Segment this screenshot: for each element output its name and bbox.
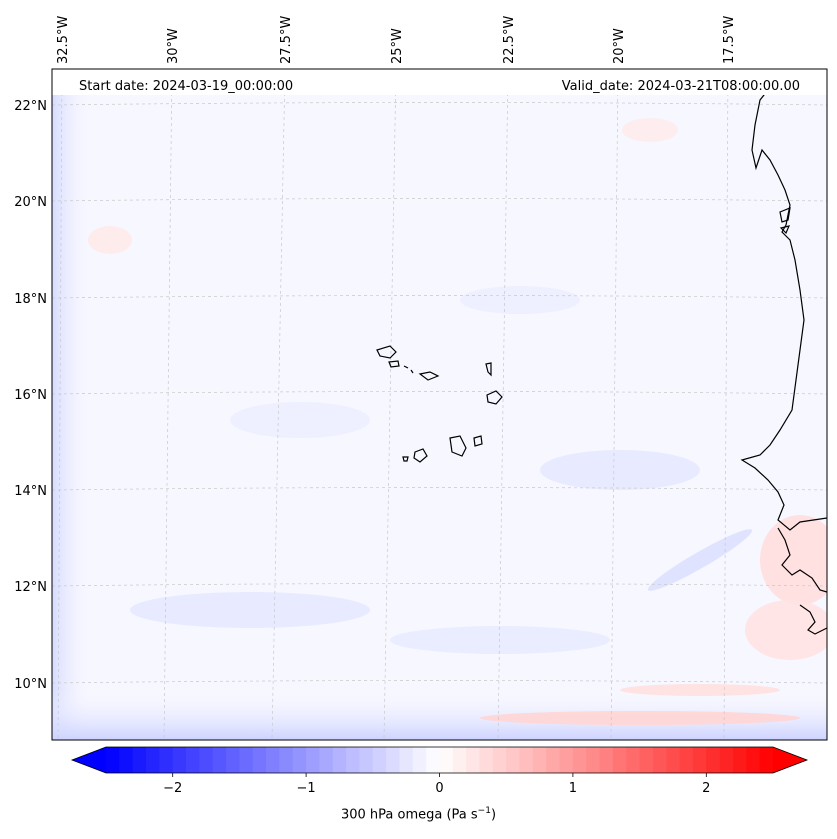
colorbar-segment <box>732 747 747 773</box>
colorbar-tick-label: −2 <box>163 781 182 796</box>
lon-label: 17.5°W <box>722 16 737 64</box>
colorbar-segment <box>346 747 361 773</box>
colorbar-segment <box>199 747 214 773</box>
lon-label: 22.5°W <box>502 16 517 64</box>
colorbar-segment <box>239 747 254 773</box>
colorbar-segment <box>292 747 307 773</box>
colorbar-segment <box>186 747 200 773</box>
colorbar-segment <box>572 747 587 773</box>
map-frame <box>51 68 828 741</box>
colorbar-segment <box>212 747 227 773</box>
colorbar-segment <box>679 747 694 773</box>
colorbar-tick-label: 2 <box>702 781 710 796</box>
header-strip <box>52 69 827 95</box>
colorbar-segment <box>492 747 507 773</box>
colorbar-segment <box>412 747 427 773</box>
colorbar-outline <box>70 746 809 774</box>
lat-label: 10°N <box>14 677 47 692</box>
colorbar-segment <box>652 747 667 773</box>
colorbar-segment <box>759 747 774 773</box>
colorbar-segment <box>746 747 761 773</box>
colorbar-segment <box>666 747 681 773</box>
graticule <box>52 69 827 740</box>
colorbar-segment <box>599 747 614 773</box>
colorbar-segment <box>172 747 187 773</box>
lat-label: 18°N <box>14 292 47 307</box>
colorbar-segment <box>506 747 521 773</box>
colorbar-segment <box>692 747 707 773</box>
colorbar-segment <box>106 747 120 773</box>
lon-label: 30°W <box>166 28 181 64</box>
colorbar-tick-label: −1 <box>297 781 316 796</box>
colorbar-segment <box>546 747 561 773</box>
colorbar-segment <box>719 747 734 773</box>
colorbar-segment <box>559 747 574 773</box>
colorbar-segment <box>319 747 334 773</box>
map-background <box>52 69 827 740</box>
lat-label: 16°N <box>14 388 47 403</box>
colorbar-segment <box>359 747 374 773</box>
colorbar-segment <box>252 747 267 773</box>
colorbar-segment <box>612 747 627 773</box>
lat-label: 12°N <box>14 580 47 595</box>
colorbar-tick-label: 1 <box>569 781 577 796</box>
lon-label: 32.5°W <box>56 16 71 64</box>
colorbar-tick-label: 0 <box>435 781 443 796</box>
lat-label: 20°N <box>14 195 47 210</box>
lon-label: 27.5°W <box>279 16 294 64</box>
valid-date: Valid_date: 2024-03-21T08:00:00.00 <box>562 79 800 94</box>
colorbar-label: 300 hPa omega (Pa s−1) <box>340 806 497 823</box>
colorbar-segment <box>119 747 134 773</box>
start-date: Start date: 2024-03-19_00:00:00 <box>79 79 293 94</box>
colorbar-segment <box>372 747 387 773</box>
colorbar-segment <box>146 747 160 773</box>
colorbar-extend-min <box>72 747 106 773</box>
colorbar-segment <box>639 747 654 773</box>
colorbar-segment <box>279 747 294 773</box>
colorbar-segment <box>706 747 721 773</box>
colorbar-segment <box>226 747 240 773</box>
colorbar-segment <box>439 747 454 773</box>
colorbar-segment <box>519 747 534 773</box>
colorbar-segment <box>386 747 401 773</box>
colorbar-segment <box>332 747 347 773</box>
lat-label: 22°N <box>14 99 47 114</box>
colorbar-segment <box>586 747 601 773</box>
cape-verde-islands <box>376 345 503 463</box>
colorbar-segment <box>426 747 441 773</box>
colorbar-extend-max <box>773 747 807 773</box>
colorbar-segment <box>479 747 494 773</box>
lat-label: 14°N <box>14 484 47 499</box>
colorbar-segment <box>159 747 174 773</box>
colorbar-segment <box>266 747 281 773</box>
colorbar-segment <box>399 747 414 773</box>
colorbar-segment <box>132 747 147 773</box>
lon-label: 25°W <box>390 28 405 64</box>
omega-field <box>52 69 827 740</box>
colorbar: −2 −1 0 1 2 <box>70 746 809 796</box>
colorbar-segment <box>626 747 641 773</box>
coastline <box>740 69 827 635</box>
colorbar-segment <box>466 747 481 773</box>
colorbar-segment <box>306 747 321 773</box>
colorbar-segment <box>532 747 547 773</box>
colorbar-segment <box>452 747 467 773</box>
lon-label: 20°W <box>612 28 627 64</box>
